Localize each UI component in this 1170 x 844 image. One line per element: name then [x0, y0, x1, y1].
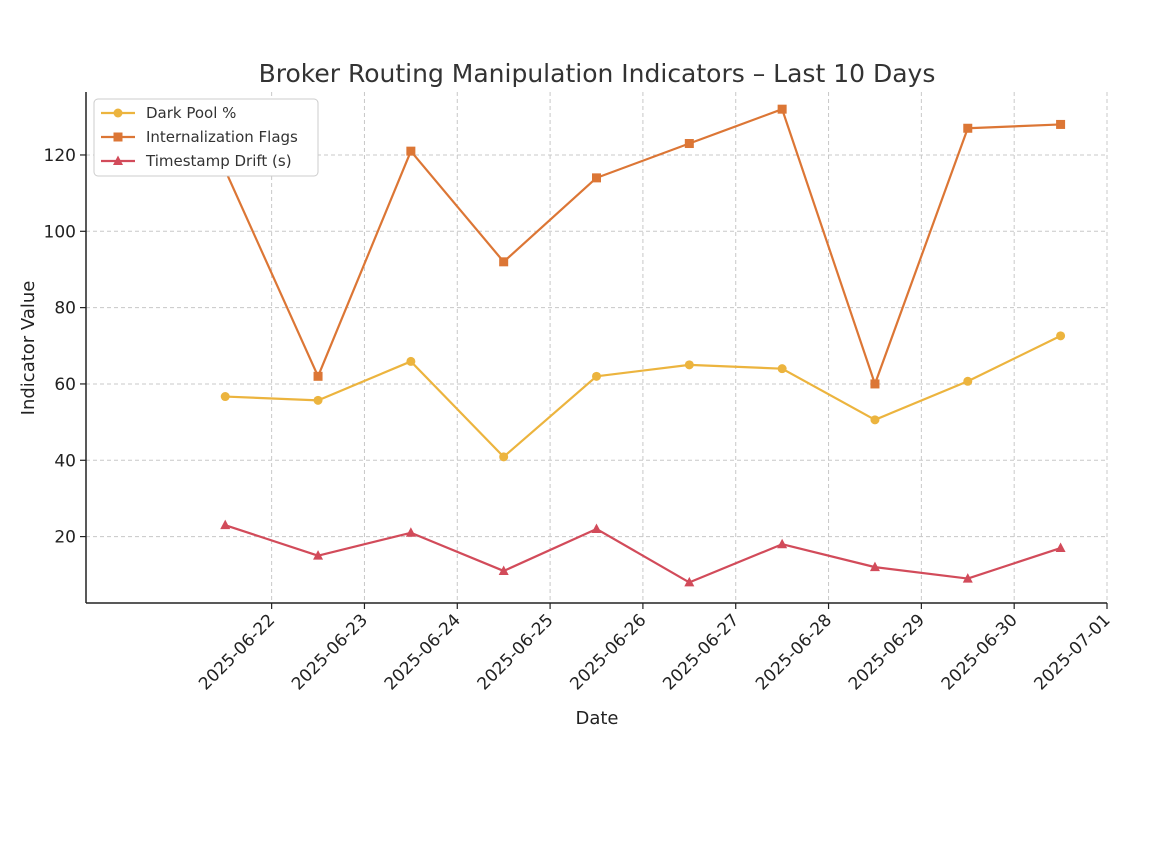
data-point-internalization-flags [499, 257, 509, 267]
data-point-internalization-flags [313, 371, 323, 381]
x-tick-label: 2025-06-22 [195, 610, 279, 694]
y-tick-label: 60 [54, 375, 76, 395]
data-point-internalization-flags [777, 104, 787, 114]
series-line-timestamp-drift-s [224, 524, 1061, 584]
data-point-timestamp-drift-s [405, 527, 416, 537]
legend-entry-timestamp-drift-s: Timestamp Drift (s) [101, 152, 292, 170]
legend-entry-dark-pool: Dark Pool % [101, 104, 236, 122]
data-point-internalization-flags [684, 139, 694, 149]
data-point-dark-pool [870, 415, 880, 425]
data-point-internalization-flags [963, 123, 973, 133]
data-point-timestamp-drift-s [313, 550, 324, 560]
x-tick-label: 2025-07-01 [1031, 610, 1115, 694]
grid [86, 92, 1108, 603]
x-tick-label: 2025-06-29 [845, 610, 929, 694]
data-point-internalization-flags [406, 146, 416, 156]
data-point-timestamp-drift-s [869, 561, 880, 572]
data-point-timestamp-drift-s [220, 519, 231, 530]
x-tick-label: 2025-06-28 [752, 610, 836, 694]
data-point-dark-pool [313, 395, 323, 405]
data-point-internalization-flags [870, 379, 880, 389]
legend-label: Dark Pool % [146, 104, 236, 122]
y-tick-label: 100 [44, 222, 76, 242]
data-point-dark-pool [684, 360, 694, 370]
data-point-dark-pool [592, 371, 601, 381]
data-point-dark-pool [777, 364, 787, 374]
legend: Dark Pool % Internalization Flags Timestam… [93, 98, 319, 177]
data-point-timestamp-drift-s [777, 538, 788, 549]
x-tick-label: 2025-06-30 [938, 610, 1022, 694]
data-point-dark-pool [963, 376, 973, 386]
x-tick-label: 2025-06-26 [566, 610, 650, 694]
legend-marker-swatch [113, 155, 123, 165]
data-point-dark-pool [499, 452, 509, 462]
data-point-timestamp-drift-s [962, 573, 973, 583]
series-timestamp-drift-s [220, 519, 1066, 587]
y-axis-ticks: 20 40 60 80 100 120 [44, 146, 86, 548]
y-tick-label: 40 [54, 451, 76, 471]
data-point-timestamp-drift-s [1055, 542, 1066, 553]
data-point-timestamp-drift-s [591, 523, 602, 533]
x-tick-label: 2025-06-23 [288, 610, 372, 694]
series-dark-pool [220, 331, 1066, 462]
data-point-dark-pool [220, 392, 230, 402]
data-point-internalization-flags [1056, 119, 1066, 129]
legend-label: Internalization Flags [146, 128, 298, 146]
data-point-timestamp-drift-s [498, 565, 509, 575]
x-tick-label: 2025-06-25 [474, 610, 558, 694]
y-tick-label: 80 [54, 299, 76, 319]
data-point-internalization-flags [592, 173, 601, 183]
x-tick-label: 2025-06-24 [381, 610, 465, 694]
series-layer [220, 104, 1066, 587]
x-axis-ticks: 2025-06-22 2025-06-23 2025-06-24 2025-06-25… [195, 603, 1115, 694]
legend-marker-swatch [113, 108, 123, 118]
y-tick-label: 20 [54, 528, 76, 548]
legend-entry-internalization-flags: Internalization Flags [101, 128, 298, 146]
legend-marker-swatch [113, 132, 123, 142]
y-tick-label: 120 [44, 146, 76, 166]
data-point-dark-pool [1056, 331, 1066, 341]
x-axis-label: Date [575, 708, 618, 729]
series-line-dark-pool [225, 334, 1062, 458]
legend-box [93, 98, 319, 177]
data-point-timestamp-drift-s [684, 576, 695, 587]
series-line-internalization-flags [224, 108, 1061, 386]
chart-title: Broker Routing Manipulation Indicators –… [259, 59, 936, 88]
legend-label: Timestamp Drift (s) [145, 152, 292, 170]
data-point-dark-pool [406, 356, 416, 366]
x-tick-label: 2025-06-27 [659, 610, 743, 694]
y-axis-label: Indicator Value [18, 281, 39, 416]
